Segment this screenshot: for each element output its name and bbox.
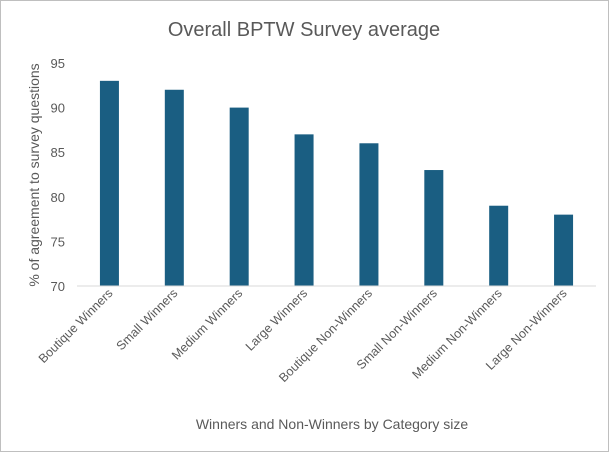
chart-title: Overall BPTW Survey average xyxy=(168,19,440,41)
y-tick-label: 80 xyxy=(51,190,65,205)
y-axis-title: % of agreement to survey questions xyxy=(26,63,42,286)
x-tick-label: Small Winners xyxy=(114,286,181,353)
x-tick-label: Boutique Winners xyxy=(36,286,116,366)
bar xyxy=(554,214,574,286)
y-tick-label: 85 xyxy=(51,145,65,160)
y-tick-label: 75 xyxy=(51,234,65,249)
bar xyxy=(229,107,249,286)
y-tick-label: 95 xyxy=(51,56,65,71)
y-tick-label: 90 xyxy=(51,101,65,116)
bar xyxy=(424,170,444,286)
bar xyxy=(164,89,184,286)
y-tick-labels: 70 75 80 85 90 95 xyxy=(51,56,65,294)
x-tick-label: Large Winners xyxy=(243,286,310,353)
bar xyxy=(294,134,314,286)
bar xyxy=(359,143,379,286)
x-axis-title: Winners and Non-Winners by Category size xyxy=(196,416,469,432)
bar xyxy=(489,205,509,286)
x-tick-label: Medium Winners xyxy=(169,286,245,362)
bar xyxy=(99,80,119,286)
y-axis-title-group: % of agreement to survey questions xyxy=(26,63,42,286)
y-tick-label: 70 xyxy=(51,279,65,294)
bars xyxy=(99,80,574,286)
